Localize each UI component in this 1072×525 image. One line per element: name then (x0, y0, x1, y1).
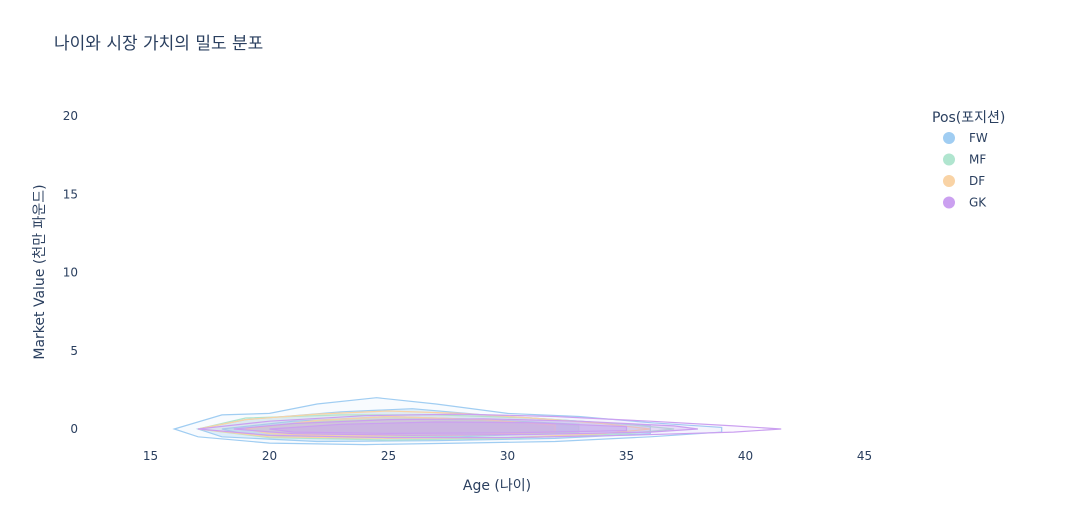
legend: Pos(포지션) FW MF DF GK (932, 110, 1005, 210)
legend-item-fw[interactable]: FW (943, 131, 988, 145)
y-axis-title: Market Value (천만 파운드) (32, 184, 48, 359)
y-tick-label: 10 (63, 266, 78, 280)
legend-item-gk[interactable]: GK (943, 196, 987, 210)
legend-label: GK (969, 196, 987, 210)
y-tick-label: 0 (70, 422, 78, 436)
legend-swatch (943, 153, 955, 166)
y-tick-label: 15 (63, 187, 78, 201)
series-df (197, 410, 651, 440)
x-axis-title: Age (나이) (463, 478, 531, 494)
contour-gk-1 (198, 413, 782, 439)
x-tick-label: 35 (619, 449, 634, 463)
y-axis-ticks: 0 5 10 15 20 (63, 109, 78, 436)
legend-label: MF (969, 153, 986, 167)
x-axis-ticks: 15 20 25 30 35 40 45 (143, 449, 872, 463)
plot-area (172, 397, 782, 446)
contour-df-2 (245, 415, 556, 437)
x-tick-label: 40 (738, 449, 753, 463)
legend-swatch (943, 175, 955, 187)
legend-item-df[interactable]: DF (943, 174, 985, 188)
legend-title: Pos(포지션) (932, 110, 1005, 126)
chart-title: 나이와 시장 가치의 밀도 분포 (54, 34, 263, 54)
legend-swatch (943, 132, 955, 144)
contour-df-1 (197, 410, 651, 440)
x-tick-label: 30 (500, 449, 515, 463)
legend-item-mf[interactable]: MF (943, 153, 986, 167)
legend-items: FW MF DF GK (943, 131, 988, 210)
x-tick-label: 15 (143, 449, 158, 463)
x-tick-label: 20 (262, 449, 277, 463)
x-tick-label: 45 (857, 449, 872, 463)
legend-swatch (943, 196, 955, 209)
legend-label: DF (969, 174, 985, 188)
x-tick-label: 25 (381, 449, 396, 463)
series-gk (198, 413, 782, 439)
y-tick-label: 5 (70, 344, 78, 358)
y-tick-label: 20 (63, 109, 78, 123)
legend-label: FW (969, 131, 988, 145)
contour-gk-3 (269, 421, 628, 435)
